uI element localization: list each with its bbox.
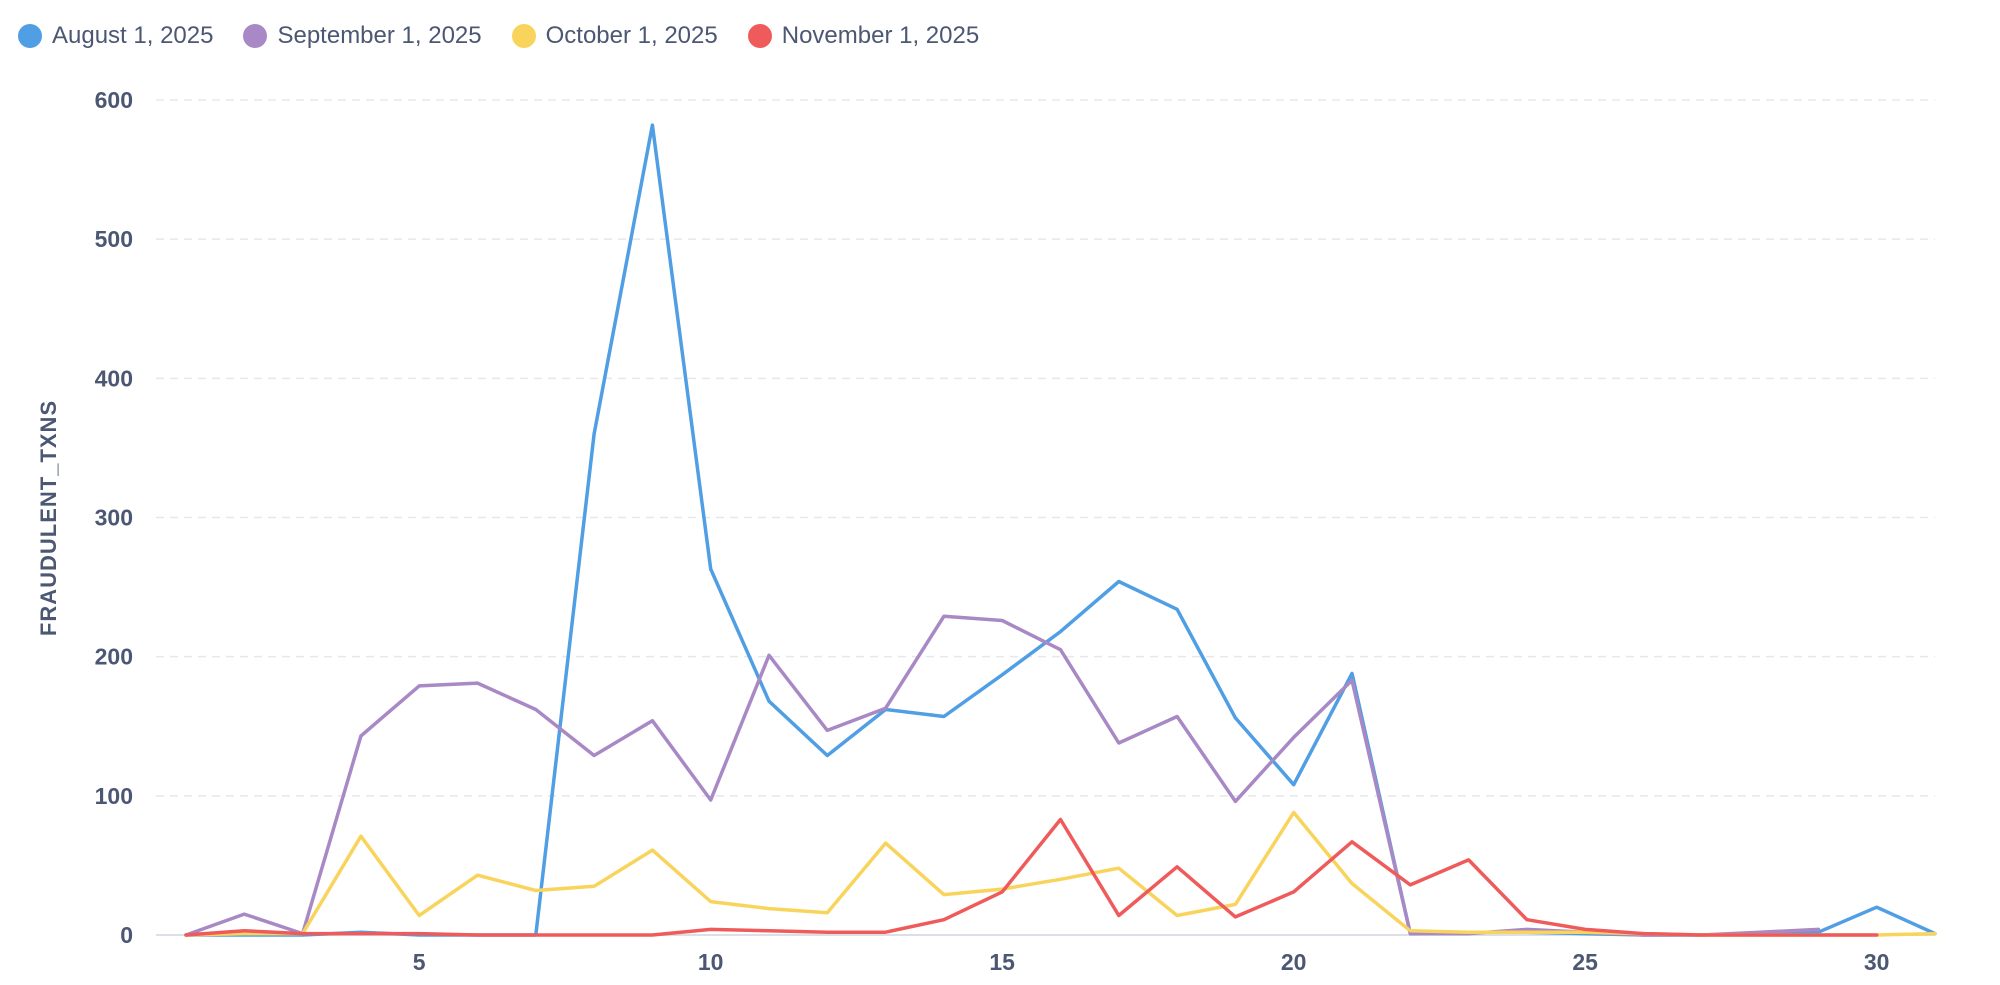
y-tick-label: 500 xyxy=(95,226,133,252)
y-tick-label: 0 xyxy=(120,922,133,948)
legend-dot xyxy=(243,24,268,48)
legend-item-4[interactable]: November 1, 2025 xyxy=(747,22,980,50)
series-lines[interactable] xyxy=(184,123,1937,937)
series-line-2[interactable] xyxy=(184,614,1821,937)
series-line-3[interactable] xyxy=(184,810,1937,937)
chart-legend: August 1, 2025 September 1, 2025 October 1… xyxy=(18,16,979,56)
legend-dot xyxy=(747,24,772,48)
legend-item-2[interactable]: September 1, 2025 xyxy=(243,22,482,50)
axes: 0 100 200 300 400 500 600 5 10 15 20 25 30 xyxy=(95,87,1935,975)
series-line-4[interactable] xyxy=(184,817,1879,937)
y-tick-label: 100 xyxy=(95,783,133,809)
series-line-1[interactable] xyxy=(184,123,1937,937)
x-tick-label: 25 xyxy=(1572,949,1598,975)
y-tick-label: 600 xyxy=(95,87,133,113)
legend-label: October 1, 2025 xyxy=(545,22,718,49)
legend-item-3[interactable]: October 1, 2025 xyxy=(511,22,718,50)
x-tick-label: 10 xyxy=(698,949,724,975)
y-tick-label: 200 xyxy=(95,644,133,670)
x-tick-label: 15 xyxy=(989,949,1015,975)
legend-dot xyxy=(511,24,536,48)
y-axis-title: FRAUDULENT_TXNS xyxy=(36,400,61,636)
y-tick-label: 400 xyxy=(95,365,133,391)
x-tick-label: 5 xyxy=(413,949,426,975)
legend-label: August 1, 2025 xyxy=(52,22,214,49)
grid-lines xyxy=(156,99,1935,797)
legend-label: September 1, 2025 xyxy=(277,22,482,49)
legend-dot xyxy=(18,24,42,48)
legend-label: November 1, 2025 xyxy=(781,22,980,49)
x-tick-label: 30 xyxy=(1864,949,1890,975)
x-tick-label: 20 xyxy=(1281,949,1307,975)
legend-item-1[interactable]: August 1, 2025 xyxy=(18,22,213,50)
y-tick-label: 300 xyxy=(95,505,133,531)
